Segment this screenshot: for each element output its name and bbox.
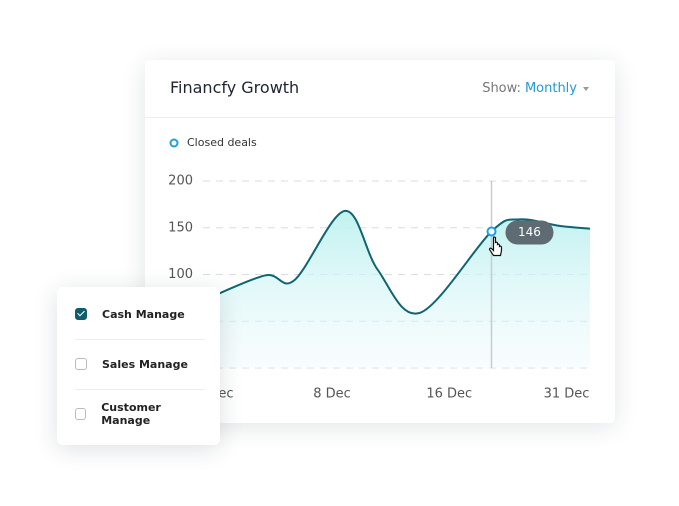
line	[204, 209, 591, 315]
x-tick-label: 16 Dec	[426, 387, 472, 402]
checklist-panel: Cash Manage Sales Manage Customer Manage	[57, 287, 220, 445]
cursor-icon	[488, 236, 503, 257]
checklist-item[interactable]: Cash Manage	[75, 289, 205, 339]
tooltip-label: 146	[518, 225, 541, 239]
y-tick-label: 150	[168, 220, 193, 235]
checkbox[interactable]	[75, 358, 87, 370]
card-title: Financfy Growth	[170, 78, 300, 97]
x-tick-label: 31 Dec	[544, 387, 590, 402]
show-label: Show:	[482, 81, 521, 96]
divider	[75, 389, 205, 390]
checklist-item[interactable]: Customer Manage	[75, 389, 205, 439]
divider	[75, 339, 205, 340]
legend-marker	[169, 138, 179, 148]
separator	[145, 117, 615, 118]
checklist-label: Sales Manage	[102, 357, 188, 371]
point	[486, 226, 497, 237]
checklist-item[interactable]: Sales Manage	[75, 339, 205, 389]
checkbox[interactable]	[75, 408, 87, 420]
legend-label: Closed deals	[187, 136, 257, 149]
period-select[interactable]: Show: Monthly	[482, 81, 577, 96]
checklist-label: Customer Manage	[101, 401, 161, 427]
y-tick-label: 200	[168, 174, 193, 189]
show-value: Monthly	[524, 81, 577, 96]
caret	[583, 87, 589, 91]
x-tick-label: 8 Dec	[313, 387, 351, 402]
tooltip	[505, 220, 554, 245]
checklist-label: Cash Manage	[102, 307, 185, 321]
y-tick-label: 100	[168, 267, 193, 282]
checkbox[interactable]	[75, 308, 87, 320]
